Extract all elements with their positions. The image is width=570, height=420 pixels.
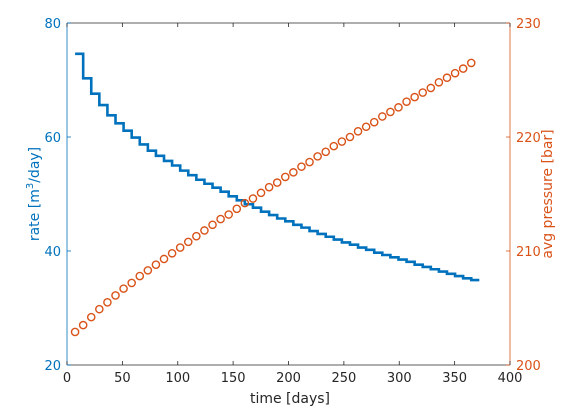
pressure-marker (394, 103, 403, 112)
pressure-marker (353, 127, 363, 136)
left-y-tick-label: 60 (44, 131, 61, 146)
x-tick-label: 350 (442, 371, 467, 386)
pressure-marker (386, 107, 395, 117)
pressure-marker (143, 266, 153, 275)
pressure-marker (95, 304, 104, 314)
pressure-marker (200, 226, 209, 235)
right-y-tick-label: 230 (516, 17, 541, 32)
x-tick-label: 50 (114, 371, 131, 386)
pressure-marker (426, 83, 436, 93)
pressure-marker (135, 271, 145, 281)
pressure-marker (272, 178, 282, 187)
x-tick-label: 0 (63, 371, 71, 386)
pressure-marker (458, 64, 468, 73)
pressure-marker (224, 210, 233, 219)
pressure-marker (402, 97, 411, 106)
pressure-marker (70, 327, 80, 337)
pressure-marker (361, 122, 371, 132)
x-tick-label: 100 (165, 371, 190, 386)
pressure-marker (369, 117, 379, 127)
left-y-tick-label: 80 (44, 17, 61, 32)
pressure-marker (86, 312, 96, 322)
pressure-marker (410, 92, 419, 102)
pressure-marker (329, 141, 339, 151)
pressure-marker (183, 237, 193, 247)
pressure-marker (280, 172, 290, 182)
x-tick-label: 150 (221, 371, 246, 386)
right-y-tick-label: 220 (516, 131, 541, 146)
pressure-marker (240, 198, 250, 208)
pressure-marker (418, 88, 428, 97)
pressure-marker (297, 162, 306, 171)
pressure-marker (167, 248, 177, 258)
pressure-marker (321, 147, 331, 157)
left-y-axis-label: rate [m3/day] (25, 147, 43, 241)
pressure-marker (313, 152, 322, 161)
right-y-tick-label: 210 (516, 245, 541, 260)
pressure-marker (466, 58, 476, 68)
pressure-marker (232, 204, 242, 214)
left-y-tick-label: 20 (44, 359, 61, 374)
x-axis-label: time [days] (250, 391, 330, 407)
pressure-marker (208, 220, 217, 230)
pressure-marker (103, 297, 112, 307)
pressure-marker (248, 194, 258, 203)
pressure-marker (151, 260, 161, 269)
x-tick-label: 400 (498, 371, 523, 386)
pressure-marker (264, 182, 274, 192)
pressure-marker (159, 254, 169, 264)
x-tick-label: 200 (276, 371, 301, 386)
x-tick-label: 300 (387, 371, 412, 386)
x-tick-label: 250 (331, 371, 356, 386)
pressure-marker (111, 291, 120, 300)
pressure-marker (305, 157, 314, 167)
pressure-marker (175, 243, 185, 252)
pressure-marker (442, 73, 452, 83)
pressure-marker (78, 320, 88, 330)
pressure-marker (289, 168, 298, 177)
pressure-marker (256, 188, 266, 198)
pressure-marker (192, 231, 201, 241)
pressure-marker (434, 77, 444, 87)
pressure-marker (450, 68, 460, 78)
pressure-marker (337, 137, 347, 146)
rate-series-line (75, 52, 480, 282)
pressure-marker (216, 214, 225, 224)
pressure-marker (127, 278, 136, 288)
left-y-tick-label: 40 (44, 245, 61, 260)
pressure-marker (378, 112, 387, 121)
pressure-marker (119, 284, 128, 293)
right-y-tick-label: 200 (516, 359, 541, 374)
pressure-marker (345, 132, 355, 142)
right-y-axis-label: avg pressure [bar] (540, 129, 556, 258)
